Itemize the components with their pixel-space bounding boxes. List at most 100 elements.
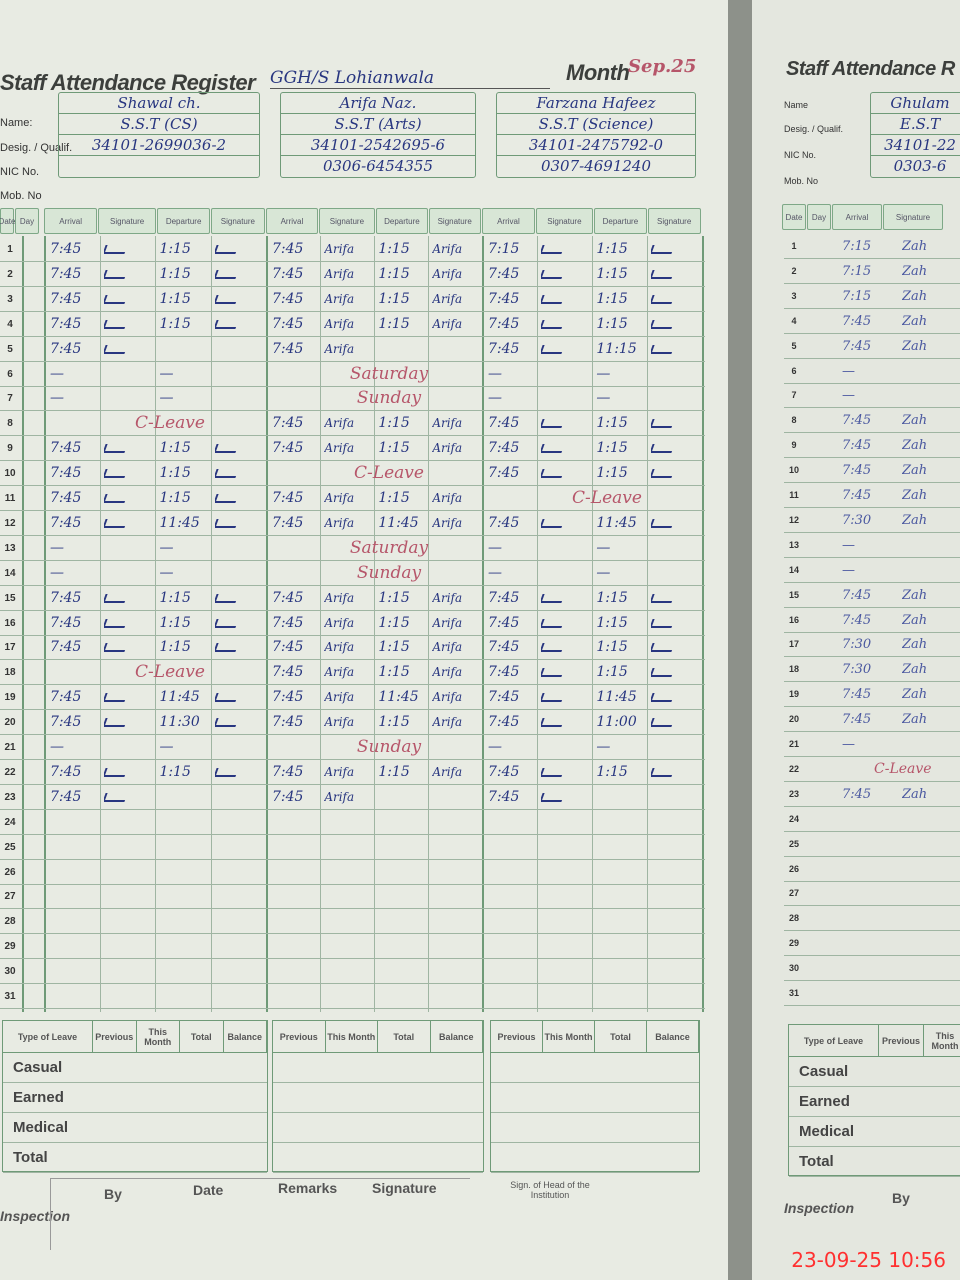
departure-time: 1:15	[159, 490, 191, 506]
date-number: 28	[788, 913, 799, 924]
signature	[541, 586, 564, 611]
signature	[541, 635, 564, 660]
signature	[214, 635, 237, 660]
attendance-row: 31	[0, 984, 705, 1009]
leave-header: Balance	[647, 1021, 699, 1052]
signature-scribble	[214, 469, 237, 479]
attendance-row: 20 7:45 Zah	[784, 707, 960, 733]
attendance-row: 31	[784, 981, 960, 1006]
day-note: Sunday	[356, 737, 422, 757]
attendance-row: 24	[0, 810, 705, 835]
signature	[541, 262, 564, 287]
departure-time: —	[596, 739, 611, 755]
departure-time: 1:15	[378, 440, 410, 457]
right-staff-cnic: 34101-22	[871, 135, 960, 156]
attendance-row: 28	[784, 906, 960, 932]
arrival-time: 7:45	[488, 440, 520, 457]
leave-header-row: Type of Leave Previous This Month Total Bala…	[3, 1021, 267, 1053]
attendance-row: 6 — — Saturday — —	[0, 362, 705, 387]
date-number: 20	[788, 714, 799, 725]
departure-time: 11:45	[596, 514, 637, 531]
signature	[103, 685, 126, 710]
arrival-time: 7:45	[50, 514, 82, 531]
attendance-row: 18 7:30 Zah	[784, 657, 960, 683]
signature-scribble	[651, 668, 674, 678]
signature: Zah	[902, 712, 928, 728]
leave-type-row	[273, 1113, 483, 1143]
arrival-time: 7:45	[50, 490, 82, 506]
leave-type-row	[273, 1083, 483, 1113]
attendance-row: 2 7:15 Zah	[784, 259, 960, 284]
leave-type-row	[273, 1143, 483, 1173]
signature-scribble	[651, 593, 674, 603]
signature-scribble	[214, 444, 237, 454]
column-divider	[99, 236, 101, 1012]
signature	[103, 312, 126, 337]
day-note: C-Leave	[135, 662, 205, 683]
date-number: 14	[4, 567, 16, 579]
arrival-time: 7:45	[842, 587, 872, 603]
column-divider	[44, 236, 46, 1012]
attendance-row: 16 7:45 Zah	[784, 608, 960, 633]
arrival-time: 7:45	[272, 664, 304, 681]
date-number: 28	[4, 916, 16, 928]
signature-scribble	[214, 767, 237, 777]
signature	[103, 262, 126, 287]
date-number: 25	[4, 841, 16, 853]
signature: Arifa	[324, 715, 355, 730]
departure-time: —	[596, 390, 611, 407]
signature: Arifa	[324, 242, 355, 256]
signature	[214, 511, 237, 536]
date-number: 31	[4, 991, 16, 1002]
arrival-time: 7:45	[50, 315, 82, 332]
date-number: 29	[4, 941, 16, 953]
attendance-row: 2 7:45 1:15 7:45 Arifa 1:15 Arifa 7:45 1:15	[0, 262, 705, 287]
column-header-group: Arrival Signature Departure Signature	[44, 208, 266, 234]
signature: Arifa	[432, 690, 463, 705]
date-number: 9	[791, 440, 797, 451]
month-value: Sep.25	[628, 56, 697, 77]
date-number: 13	[4, 542, 16, 554]
signature: Zah	[902, 612, 928, 628]
attendance-row: 21 — — Sunday — —	[0, 735, 705, 760]
right-inspection-label: Inspection	[784, 1200, 855, 1216]
attendance-row: 20 7:45 11:30 7:45 Arifa 1:15 Arifa 7:45 11:00	[0, 710, 705, 736]
signature	[651, 436, 674, 461]
date-number: 21	[788, 739, 799, 749]
signature	[103, 461, 126, 486]
arrival-time: 7:45	[842, 612, 872, 628]
attendance-row: 11 7:45 1:15 7:45 Arifa 1:15 Arifa C-Leave	[0, 486, 705, 511]
date-number: 19	[788, 689, 799, 700]
signature-scribble	[103, 693, 126, 703]
signature	[651, 511, 674, 536]
departure-time: 11:45	[378, 689, 419, 706]
arrival-time: 7:30	[842, 662, 872, 678]
attendance-row: 30	[0, 959, 705, 985]
signature: Zah	[902, 687, 928, 703]
departure-time: 1:15	[596, 265, 628, 282]
designation-label: Desig. / Qualif.	[0, 142, 73, 154]
arrival-time: 7:45	[272, 763, 304, 780]
arrival-time: 7:45	[272, 788, 304, 805]
signature	[541, 660, 564, 685]
signature	[214, 436, 237, 461]
column-divider	[482, 236, 484, 1012]
arrival-time: 7:15	[842, 263, 872, 279]
arrival-time: —	[842, 388, 855, 404]
day-header: Day	[807, 204, 831, 230]
date-number: 23	[4, 791, 16, 803]
signature	[541, 511, 564, 536]
date-number: 5	[791, 340, 797, 351]
arrival-time: 7:45	[488, 315, 520, 332]
date-number: 17	[788, 639, 799, 650]
staff-designation: S.S.T (Arts)	[281, 114, 475, 135]
cnic-label: NIC No.	[0, 166, 40, 178]
departure-header: Departure	[375, 208, 428, 234]
right-name-label: Name	[784, 100, 809, 110]
departure-time: —	[596, 539, 611, 556]
register-title: Staff Attendance Register	[0, 70, 256, 95]
departure-time: 1:15	[159, 241, 191, 257]
date-number: 27	[788, 888, 799, 899]
signature	[541, 611, 564, 636]
day-note: C-Leave	[135, 413, 205, 434]
